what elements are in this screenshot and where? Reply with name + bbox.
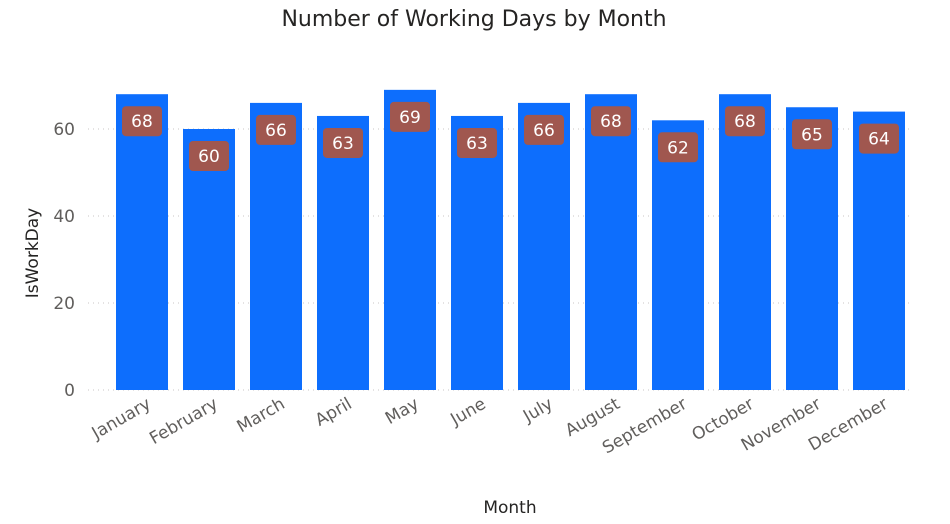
data-label-box	[792, 119, 832, 150]
x-axis-title: Month	[483, 498, 536, 518]
data-label: 60	[198, 147, 220, 167]
data-label-box	[591, 106, 631, 137]
data-label-box	[658, 132, 698, 163]
bar[interactable]	[183, 129, 235, 390]
bar[interactable]	[719, 94, 771, 390]
y-axis-title: IsWorkDay	[23, 208, 43, 299]
x-tick-label: January	[88, 394, 155, 444]
bar[interactable]	[518, 102, 570, 391]
bar[interactable]	[585, 94, 637, 390]
data-label-box	[122, 106, 162, 137]
data-label-box	[390, 101, 430, 132]
y-tick-label: 60	[53, 120, 75, 140]
data-label: 66	[533, 121, 555, 141]
bar[interactable]	[853, 111, 905, 390]
x-tick-label: July	[519, 394, 556, 427]
data-label: 65	[801, 125, 823, 145]
x-tick-label: February	[146, 394, 221, 449]
x-tick-label: June	[447, 394, 490, 430]
data-label: 68	[734, 112, 756, 132]
data-label: 66	[265, 121, 287, 141]
bar[interactable]	[384, 89, 436, 390]
data-label-box	[457, 127, 497, 158]
bars	[116, 89, 905, 391]
y-tick-label: 20	[53, 294, 75, 314]
x-tick-label: March	[234, 394, 289, 437]
bar[interactable]	[451, 115, 503, 390]
data-label: 68	[600, 112, 622, 132]
bar[interactable]	[116, 94, 168, 390]
data-labels: 68 60 66 63 69 63 66 68 62 68 65 64	[122, 101, 899, 171]
data-label-box	[524, 114, 564, 145]
data-label: 63	[332, 134, 354, 154]
data-label-box	[189, 141, 229, 171]
data-label-box	[256, 114, 296, 145]
y-tick-label: 40	[53, 207, 75, 227]
data-label-box	[859, 123, 899, 154]
bar[interactable]	[652, 120, 704, 391]
bar[interactable]	[250, 102, 302, 391]
data-label: 69	[399, 108, 421, 128]
data-label-box	[323, 127, 363, 158]
data-label: 64	[868, 130, 890, 150]
data-label: 68	[131, 112, 153, 132]
bar[interactable]	[786, 107, 838, 390]
data-label: 62	[667, 138, 689, 158]
data-label: 63	[466, 134, 488, 154]
x-tick-label: May	[382, 394, 422, 429]
y-tick-label: 0	[64, 381, 75, 401]
data-label-box	[725, 106, 765, 137]
bar[interactable]	[317, 115, 369, 390]
y-axis-tick-labels: 0 20 40 60	[53, 120, 75, 401]
chart-title: Number of Working Days by Month	[281, 7, 666, 32]
x-tick-label: April	[312, 394, 356, 431]
